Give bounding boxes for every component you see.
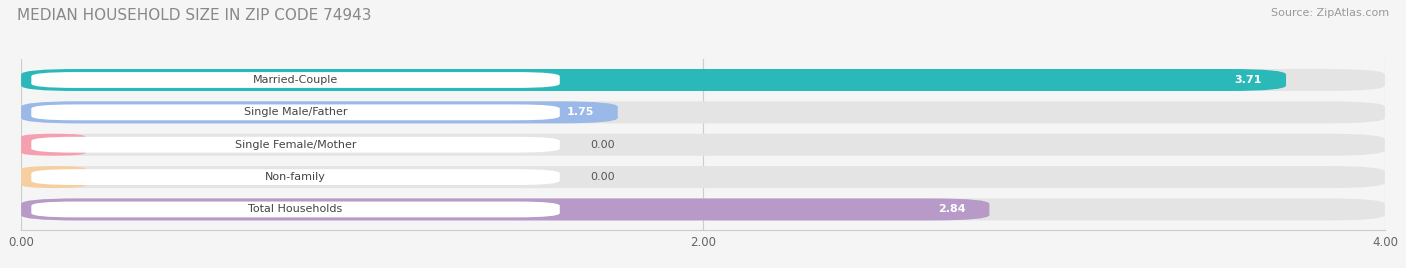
FancyBboxPatch shape <box>31 137 560 153</box>
FancyBboxPatch shape <box>31 169 560 185</box>
FancyBboxPatch shape <box>31 72 560 88</box>
Text: Total Households: Total Households <box>249 204 343 214</box>
Text: 3.71: 3.71 <box>1234 75 1263 85</box>
FancyBboxPatch shape <box>21 198 990 221</box>
FancyBboxPatch shape <box>31 202 560 217</box>
FancyBboxPatch shape <box>21 198 1385 221</box>
Text: Non-family: Non-family <box>266 172 326 182</box>
FancyBboxPatch shape <box>21 101 1385 123</box>
FancyBboxPatch shape <box>31 105 560 120</box>
FancyBboxPatch shape <box>21 69 1385 91</box>
FancyBboxPatch shape <box>21 69 1286 91</box>
Text: MEDIAN HOUSEHOLD SIZE IN ZIP CODE 74943: MEDIAN HOUSEHOLD SIZE IN ZIP CODE 74943 <box>17 8 371 23</box>
FancyBboxPatch shape <box>21 134 86 156</box>
Text: Source: ZipAtlas.com: Source: ZipAtlas.com <box>1271 8 1389 18</box>
Text: Married-Couple: Married-Couple <box>253 75 339 85</box>
FancyBboxPatch shape <box>21 166 86 188</box>
Text: 1.75: 1.75 <box>567 107 593 117</box>
Text: Single Female/Mother: Single Female/Mother <box>235 140 356 150</box>
Text: 0.00: 0.00 <box>591 172 614 182</box>
Text: 0.00: 0.00 <box>591 140 614 150</box>
FancyBboxPatch shape <box>21 101 617 123</box>
FancyBboxPatch shape <box>21 134 1385 156</box>
Text: 2.84: 2.84 <box>938 204 966 214</box>
FancyBboxPatch shape <box>21 166 1385 188</box>
Text: Single Male/Father: Single Male/Father <box>243 107 347 117</box>
